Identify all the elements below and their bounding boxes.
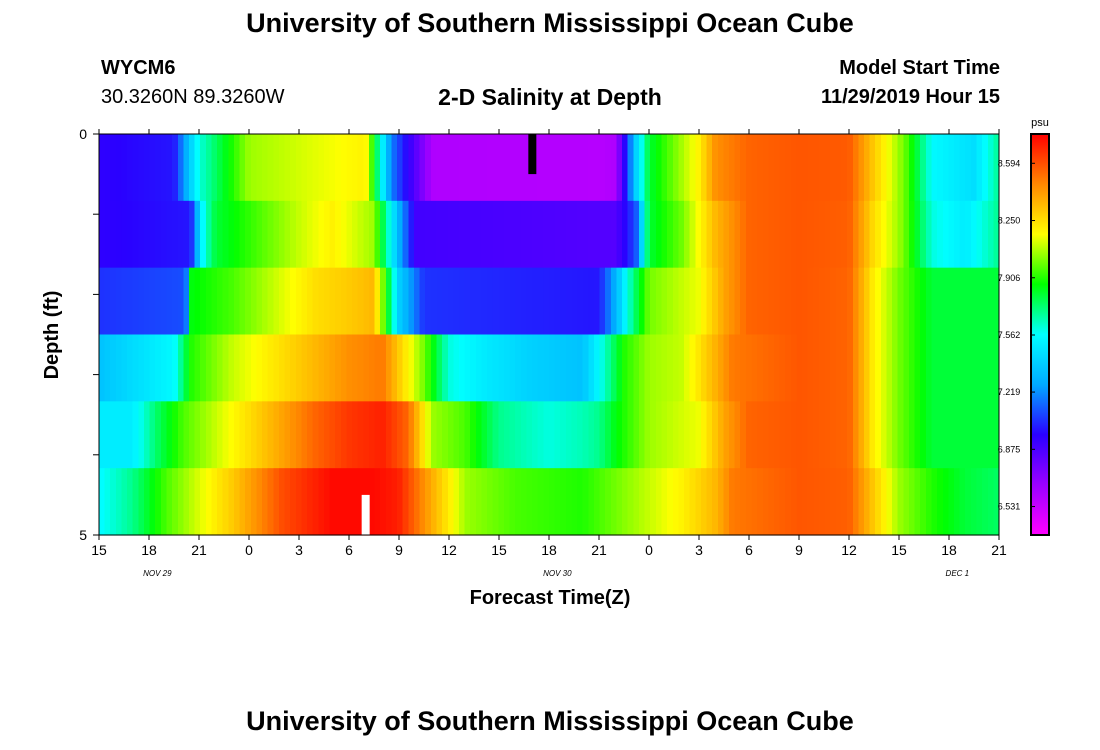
x-tick-label: 18 bbox=[541, 542, 557, 558]
x-tick-label: 3 bbox=[295, 542, 303, 558]
x-tick-label: 9 bbox=[395, 542, 403, 558]
model-start-label: Model Start Time bbox=[839, 57, 1000, 79]
colorbar-tick-label: 6.875 bbox=[998, 444, 1021, 454]
date-label: NOV 30 bbox=[543, 569, 572, 578]
x-tick-label: 0 bbox=[245, 542, 253, 558]
x-tick-label: 3 bbox=[695, 542, 703, 558]
x-tick-label: 9 bbox=[795, 542, 803, 558]
x-axis-title: Forecast Time(Z) bbox=[470, 587, 631, 609]
heatmap-row-depth-2 bbox=[99, 267, 999, 336]
y-axis-title: Depth (ft) bbox=[41, 291, 63, 380]
heatmap-row-depth-1 bbox=[99, 200, 999, 269]
x-tick-label: 18 bbox=[141, 542, 157, 558]
x-tick-label: 6 bbox=[345, 542, 353, 558]
colorbar-tick-label: 7.562 bbox=[998, 330, 1021, 340]
colorbar-tick-label: 7.906 bbox=[998, 273, 1021, 283]
x-tick-label: 6 bbox=[745, 542, 753, 558]
heatmap bbox=[99, 134, 999, 536]
station-id: WYCM6 bbox=[101, 57, 176, 79]
date-label: DEC 1 bbox=[946, 569, 970, 578]
x-tick-label: 12 bbox=[841, 542, 857, 558]
model-start-value: 11/29/2019 Hour 15 bbox=[820, 86, 1000, 108]
x-tick-label: 15 bbox=[891, 542, 907, 558]
chart-subtitle: 2-D Salinity at Depth bbox=[438, 84, 662, 110]
footer-title: University of Southern Mississippi Ocean… bbox=[246, 706, 854, 736]
x-tick-label: 15 bbox=[91, 542, 107, 558]
heatmap-row-depth-5 bbox=[99, 468, 999, 536]
station-coordinates: 30.3260N 89.3260W bbox=[101, 86, 285, 108]
x-tick-label: 0 bbox=[645, 542, 653, 558]
colorbar: psu 6.531 6.875 7.219 7.562 7.906 8.250 8.594 bbox=[998, 117, 1050, 536]
colorbar-unit-label: psu bbox=[1031, 117, 1049, 129]
colorbar-tick-label: 8.250 bbox=[998, 216, 1021, 226]
x-tick-label: 21 bbox=[591, 542, 607, 558]
y-tick-label: 5 bbox=[79, 527, 87, 543]
y-tick-label: 0 bbox=[79, 126, 87, 142]
heatmap-row-depth-4 bbox=[99, 401, 999, 469]
white-marker bbox=[361, 494, 370, 535]
page-title: University of Southern Mississippi Ocean… bbox=[246, 8, 854, 38]
black-marker bbox=[528, 134, 537, 175]
heatmap-row-depth-3 bbox=[99, 334, 999, 402]
x-tick-label: 18 bbox=[941, 542, 957, 558]
colorbar-tick-label: 8.594 bbox=[998, 158, 1021, 168]
colorbar-tick-label: 7.219 bbox=[998, 387, 1021, 397]
x-tick-label: 21 bbox=[191, 542, 207, 558]
axes: 15 18 21 0 3 6 9 12 15 18 21 0 3 6 9 12 15 18 21 NOV 29 NOV … bbox=[79, 126, 1007, 578]
heatmap-row-depth-0 bbox=[99, 134, 999, 202]
x-tick-label: 15 bbox=[491, 542, 507, 558]
x-tick-label: 21 bbox=[991, 542, 1007, 558]
date-label: NOV 29 bbox=[143, 569, 172, 578]
x-tick-label: 12 bbox=[441, 542, 457, 558]
colorbar-tick-label: 6.531 bbox=[998, 502, 1021, 512]
markers bbox=[361, 134, 537, 535]
